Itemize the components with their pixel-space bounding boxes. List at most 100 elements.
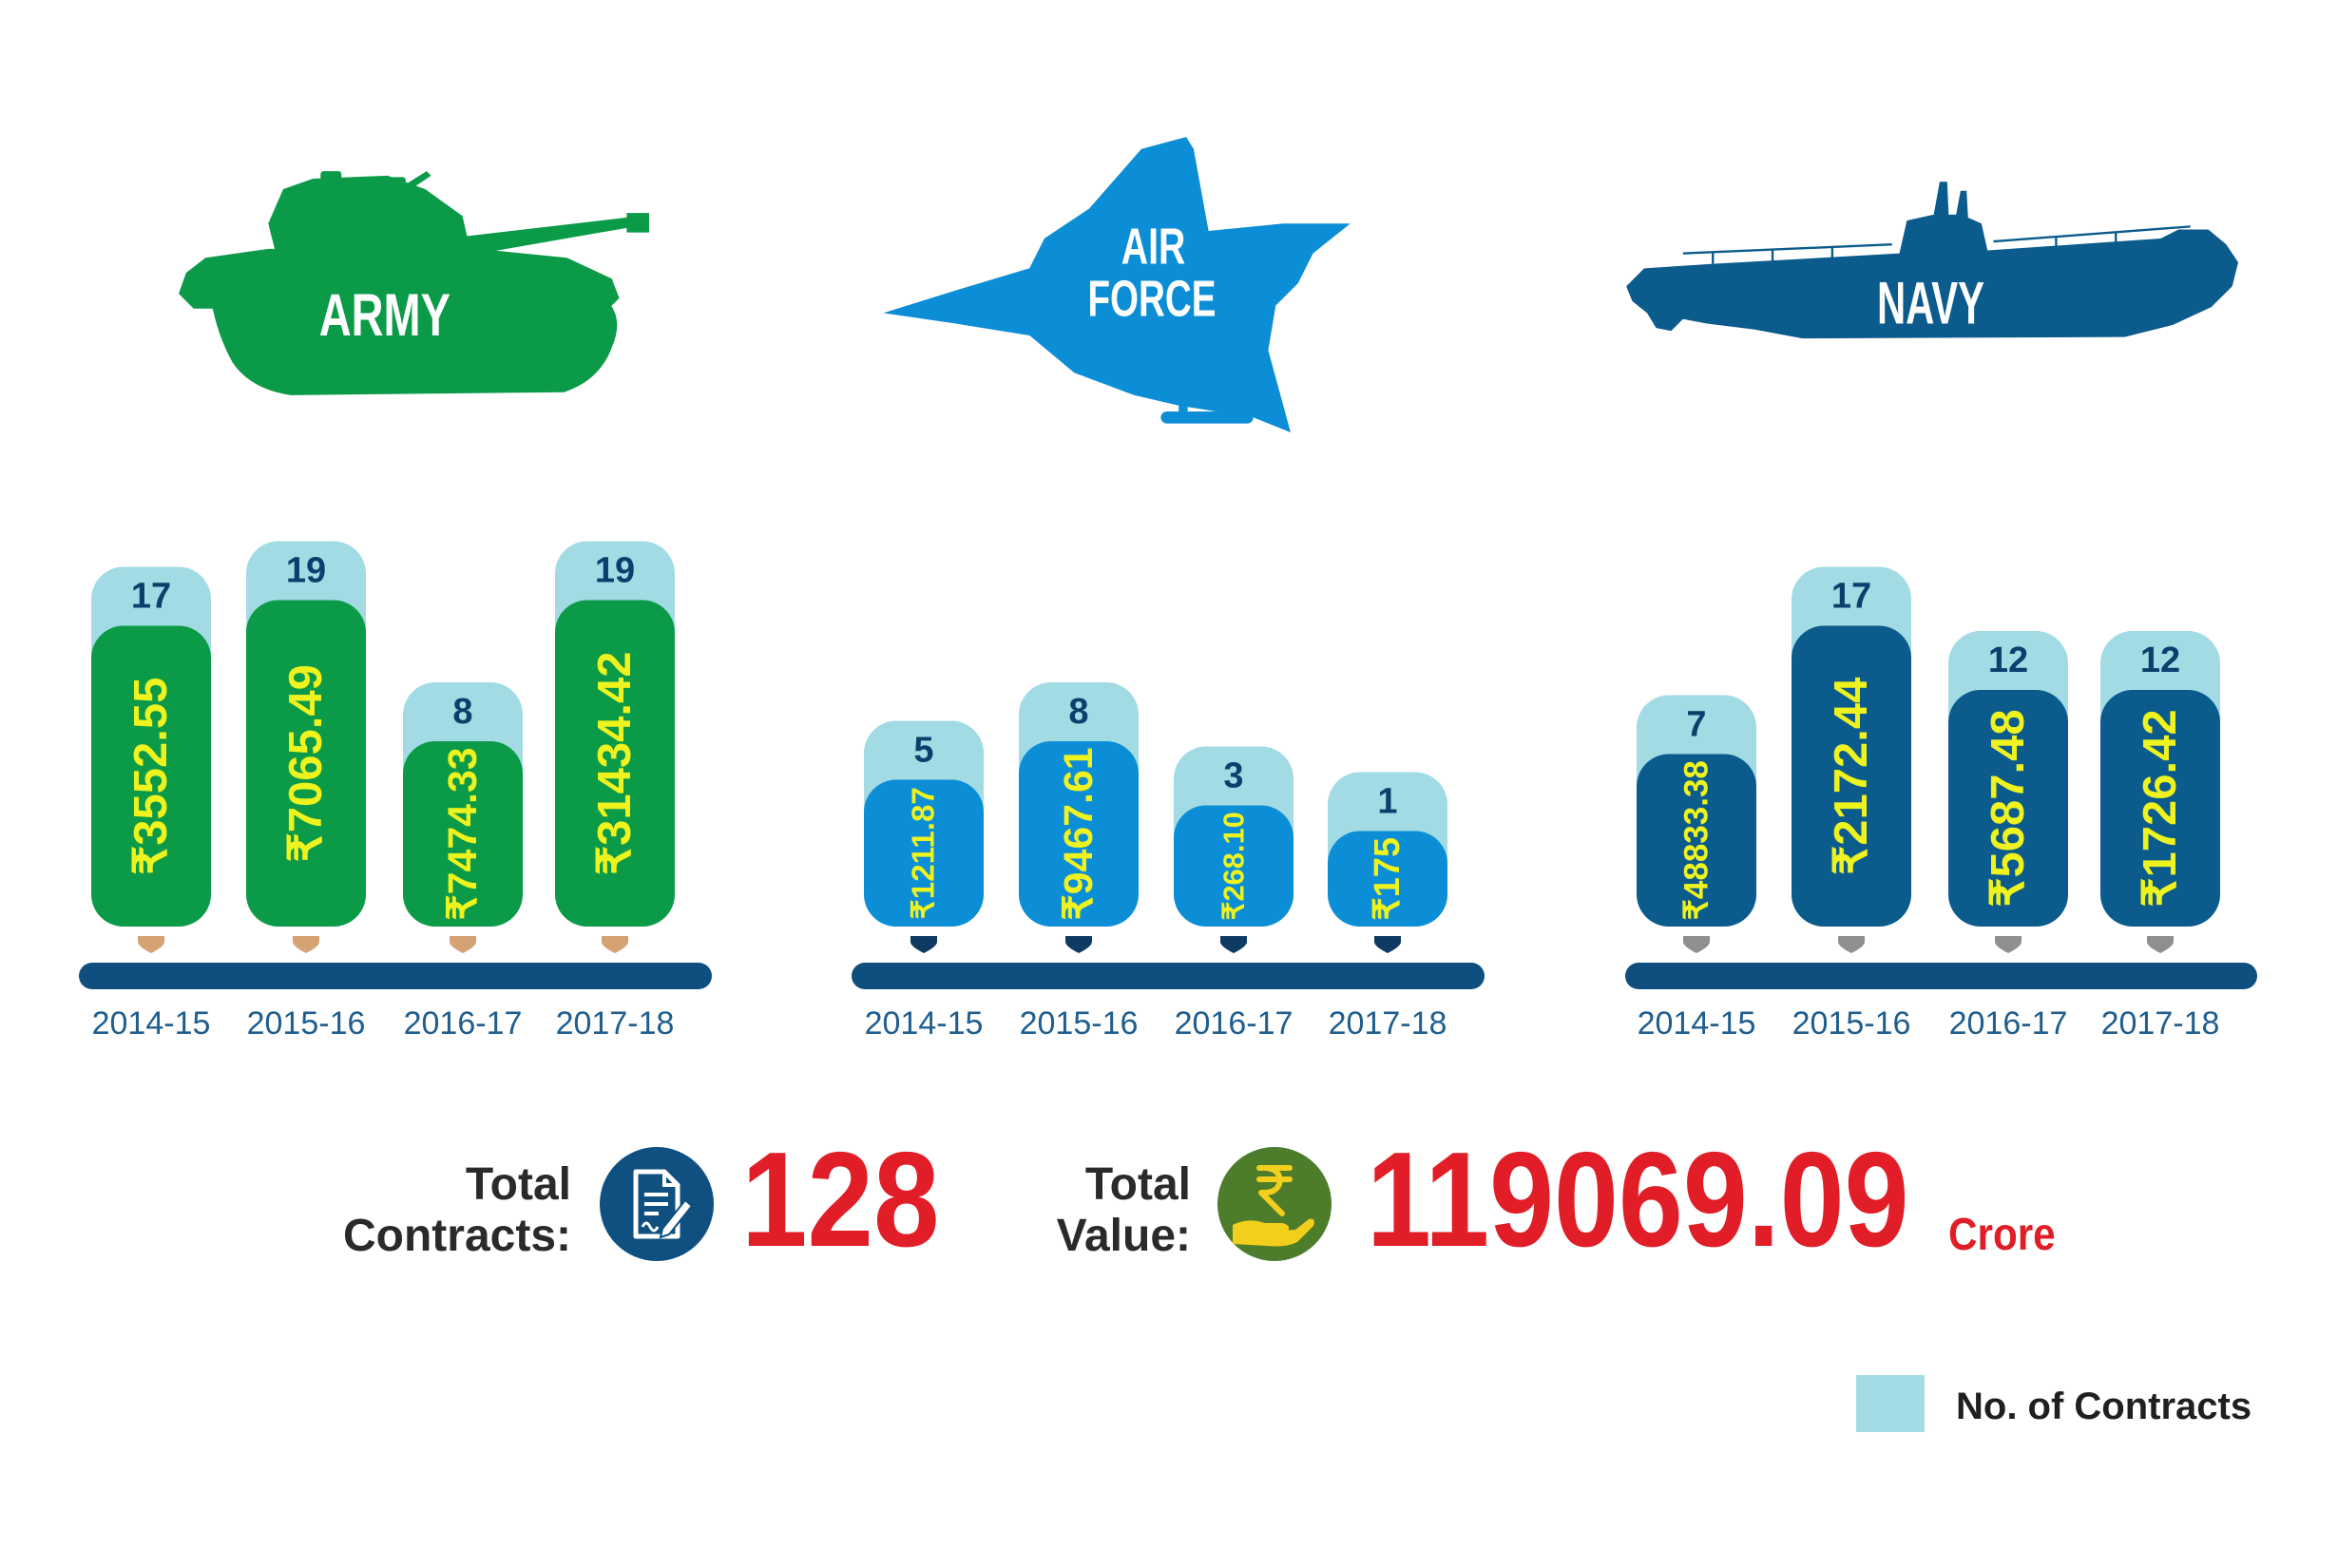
total-value-amount: 119069.09 (1367, 1124, 1909, 1275)
bar-marker (1220, 936, 1247, 953)
contracts-count-label: 1 (1377, 782, 1397, 822)
year-label: 2015-16 (247, 1005, 366, 1042)
axis-baseline (1625, 963, 2257, 989)
contracts-count-label: 19 (286, 551, 326, 591)
value-bar (1948, 690, 2068, 927)
value-bar (246, 600, 366, 927)
navy-chart: 7 ₹48833.38 2014-15 17 ₹2172.44 2015-16 12 ₹568… (1625, 566, 2257, 1042)
rupee-symbol (1256, 1165, 1293, 1216)
year-label: 2016-17 (404, 1005, 523, 1042)
value-label: ₹9467.61 (1056, 747, 1102, 920)
contracts-count-label: 12 (1988, 641, 2028, 680)
value-label: ₹1211.87 (907, 787, 942, 919)
bar-marker (1995, 936, 2022, 953)
year-label: 2014-15 (92, 1005, 211, 1042)
bar-marker (1683, 936, 1710, 953)
year-label: 2017-18 (556, 1005, 675, 1042)
total-value-label: Total Value: (1001, 1159, 1191, 1262)
signature-squiggle (641, 1221, 660, 1233)
total-contracts-label: Total Contracts: (315, 1159, 571, 1262)
army-label: ARMY (319, 282, 450, 349)
legend-label: No. of Contracts (1956, 1386, 2252, 1427)
contracts-count-label: 19 (595, 551, 635, 591)
hand (1233, 1218, 1314, 1247)
total-value-label-line: Total (1084, 1159, 1191, 1210)
value-label: ₹3552.55 (125, 678, 177, 875)
tank-hull (179, 248, 620, 309)
contracts-count-label: 7 (1686, 705, 1706, 745)
value-label: ₹7474.33 (440, 747, 486, 920)
army-chart: 17 ₹3552.55 2014-15 19 ₹7065.49 2015-16 8 ₹7474… (79, 541, 712, 1042)
total-value-label-line: Value: (1056, 1211, 1191, 1261)
jet-missile (1160, 411, 1254, 424)
jet-body (883, 137, 1351, 432)
year-label: 2015-16 (1792, 1005, 1911, 1042)
rupee-stroke (1258, 1165, 1285, 1216)
jet-shape (883, 137, 1351, 432)
rupee-hand-icon (1217, 1147, 1332, 1261)
total-contracts-value: 128 (741, 1124, 940, 1275)
contracts-count-label: 12 (2140, 641, 2180, 680)
year-label: 2014-15 (865, 1005, 984, 1042)
document-fold (662, 1172, 678, 1187)
contract-document-icon (600, 1147, 714, 1261)
pen (659, 1198, 694, 1239)
bar-marker (2147, 936, 2174, 953)
value-bar (1174, 805, 1294, 927)
air-force-label-line: AIR (1121, 220, 1186, 276)
air-force-chart: 5 ₹1211.87 2014-15 8 ₹9467.61 2015-16 3 ₹268.10… (852, 682, 1485, 1042)
bar-marker (450, 936, 476, 953)
value-bar (555, 600, 675, 927)
legend-swatch (1856, 1375, 1925, 1432)
year-label: 2017-18 (2101, 1005, 2220, 1042)
value-bar (864, 779, 984, 927)
submarine-railing (1682, 225, 2191, 264)
total-value-unit: Crore (1948, 1210, 2056, 1260)
year-label: 2014-15 (1638, 1005, 1756, 1042)
year-label: 2016-17 (1175, 1005, 1294, 1042)
year-label: 2016-17 (1949, 1005, 2068, 1042)
bar-marker (293, 936, 319, 953)
value-bar (91, 625, 211, 927)
contracts-count-label: 5 (913, 731, 933, 771)
value-label: ₹5687.48 (1983, 709, 2034, 907)
value-label: ₹7065.49 (280, 664, 332, 862)
submarine-icon: NAVY (1626, 182, 2238, 339)
railing-line (1993, 225, 2191, 243)
bar-marker (602, 936, 628, 953)
contracts-count-label: 17 (131, 577, 171, 617)
tank-shape (179, 171, 649, 395)
railing-line (1682, 243, 1892, 255)
value-bar (1019, 741, 1139, 927)
submarine-hull (1626, 182, 2238, 339)
bar-marker (138, 936, 164, 953)
contracts-count-label: 8 (1068, 692, 1088, 732)
bar-marker (1838, 936, 1865, 953)
contracts-count-label: 8 (452, 692, 472, 732)
value-bar (1328, 831, 1447, 927)
contracts-count-label: 3 (1223, 756, 1243, 796)
value-bar (2100, 690, 2220, 927)
bar-marker (1374, 936, 1401, 953)
value-label: ₹175 (1368, 837, 1408, 921)
year-label: 2015-16 (1020, 1005, 1139, 1042)
tank-tracks (211, 302, 618, 395)
axis-baseline (79, 963, 712, 989)
jet-pylon (1179, 402, 1188, 415)
year-label: 2017-18 (1329, 1005, 1447, 1042)
tank-gun-barrel (447, 213, 649, 258)
value-label: ₹2172.44 (1826, 678, 1877, 875)
value-bar (1637, 754, 1756, 927)
value-label: ₹1726.42 (2135, 709, 2186, 907)
air-force-label-line: FORCE (1087, 272, 1216, 328)
value-label: ₹268.10 (1217, 812, 1251, 920)
bar-marker (910, 936, 937, 953)
contracts-count-label: 17 (1831, 577, 1871, 617)
tank-icon: ARMY (179, 171, 649, 395)
navy-label: NAVY (1877, 270, 1984, 336)
total-contracts-label-line: Contracts: (342, 1211, 571, 1261)
bar-marker (1065, 936, 1092, 953)
total-contracts-label-line: Total (465, 1159, 571, 1210)
fighter-jet-icon: AIR FORCE (883, 137, 1351, 432)
